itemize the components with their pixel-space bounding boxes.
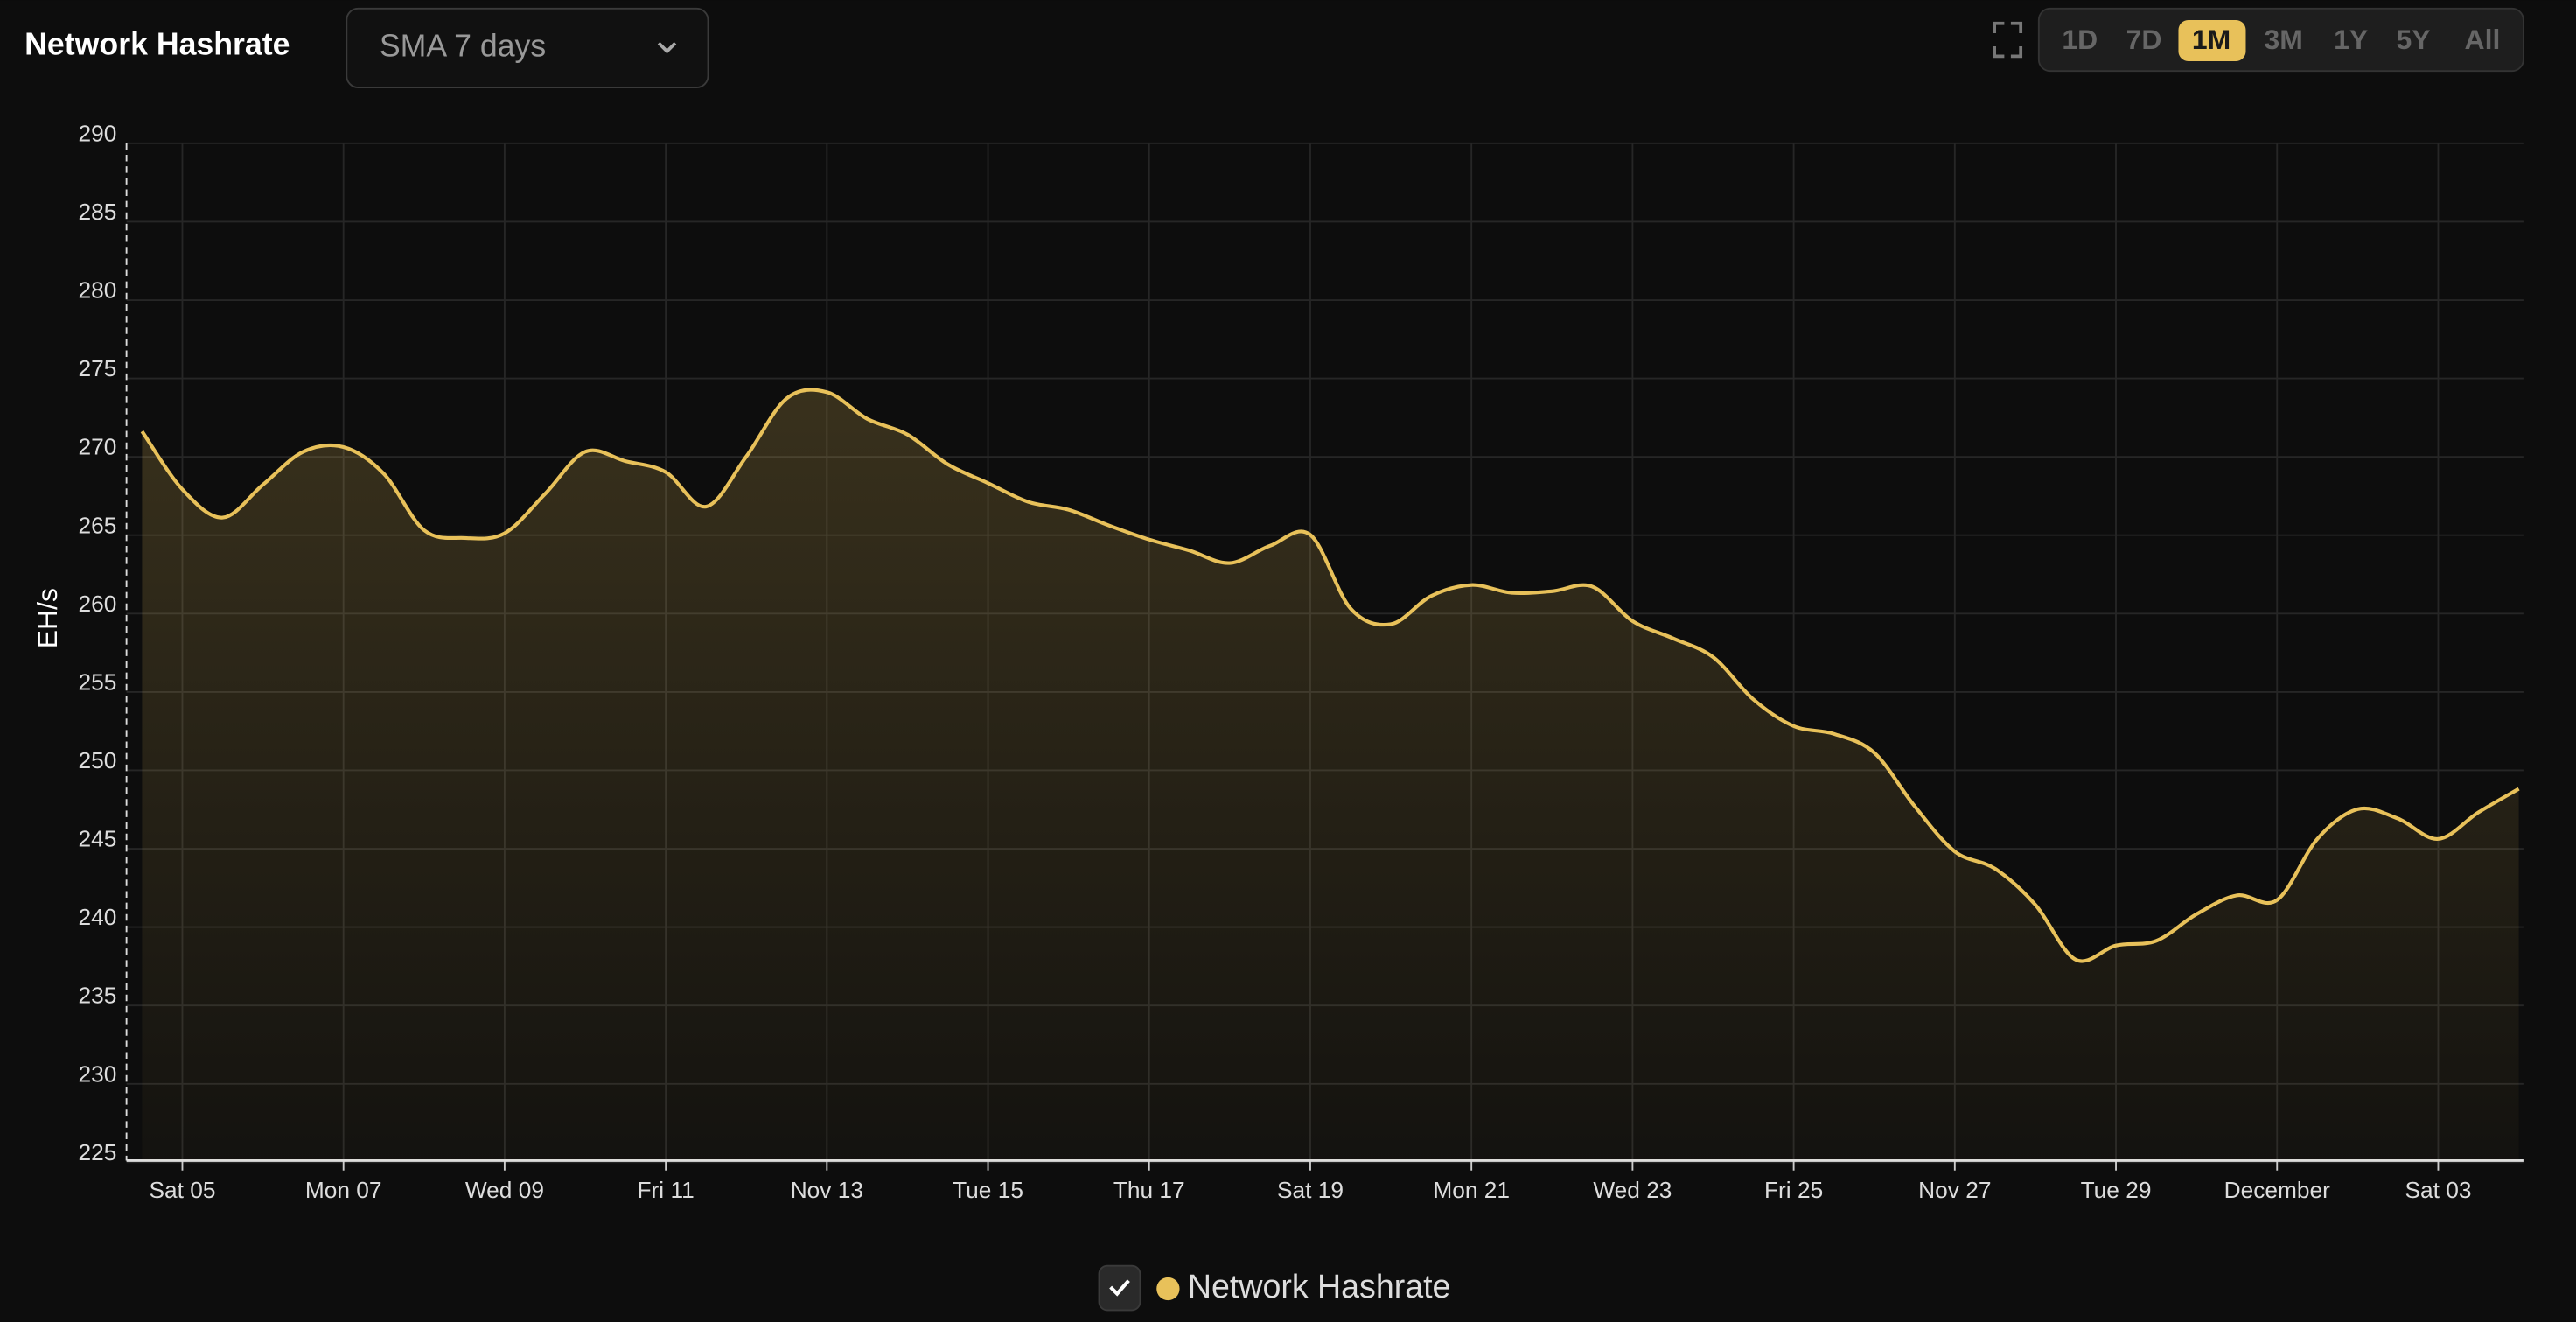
range-button[interactable]: 7D [2126, 24, 2162, 55]
y-tick-label: 225 [78, 1139, 116, 1165]
range-button[interactable]: All [2465, 24, 2501, 55]
smoothing-dropdown[interactable]: SMA 7 days [346, 7, 709, 88]
range-button[interactable]: 3M [2265, 24, 2303, 55]
fullscreen-icon[interactable] [1993, 21, 2023, 59]
legend-check[interactable] [1109, 1279, 1130, 1297]
range-selector [2037, 7, 2524, 73]
dropdown-value[interactable]: SMA 7 days [380, 28, 546, 63]
x-tick-label: Sat 05 [149, 1177, 215, 1203]
dropdown-chevron[interactable] [657, 41, 677, 54]
y-tick-label: 265 [78, 512, 116, 538]
x-tick-label: Fri 25 [1764, 1177, 1823, 1203]
y-tick-label: 230 [78, 1060, 116, 1087]
x-tick-label: Nov 27 [1918, 1177, 1991, 1203]
legend-label[interactable]: Network Hashrate [1188, 1268, 1451, 1305]
x-tick-label: Wed 23 [1593, 1177, 1672, 1203]
area [142, 389, 2519, 1161]
range-button[interactable]: 1M [2192, 24, 2230, 55]
chart-title: Network Hashrate [24, 26, 290, 61]
y-tick-label: 255 [78, 668, 116, 695]
x-tick-label: Mon 07 [305, 1177, 382, 1203]
x-tick-label: Thu 17 [1113, 1177, 1185, 1203]
x-tick-label: Sat 19 [1277, 1177, 1344, 1203]
y-tick-label: 290 [78, 120, 116, 146]
y-tick-label: 275 [78, 355, 116, 381]
x-tick-label: December [2224, 1177, 2330, 1203]
x-tick-label: Fri 11 [638, 1177, 695, 1203]
x-tick-label: Wed 09 [465, 1177, 544, 1203]
legend [1098, 1264, 1141, 1312]
x-tick-label: Tue 29 [2081, 1177, 2152, 1203]
dropdown-box[interactable] [346, 7, 709, 88]
y-tick-label: 260 [78, 591, 116, 617]
range-button-active[interactable] [2178, 20, 2246, 61]
y-tick-label: 270 [78, 434, 116, 460]
x-tick-label: Mon 21 [1433, 1177, 1510, 1203]
y-tick-label: 240 [78, 904, 116, 930]
x-tick-label: Tue 15 [953, 1177, 1023, 1203]
range-button[interactable]: 1D [2062, 24, 2098, 55]
x-tick-label: Nov 13 [791, 1177, 863, 1203]
y-tick-label: 245 [78, 826, 116, 852]
range-button[interactable]: 5Y [2397, 24, 2431, 55]
y-tick-label: 250 [78, 747, 116, 773]
legend-checkbox[interactable] [1098, 1264, 1141, 1312]
y-tick-label: 235 [78, 983, 116, 1009]
y-axis-label: EH/s [31, 588, 63, 648]
line [140, 388, 2520, 963]
y-tick-label: 280 [78, 277, 116, 304]
y-tick-label: 285 [78, 199, 116, 225]
x-tick-label: Sat 03 [2405, 1177, 2471, 1203]
range-button[interactable]: 1Y [2334, 24, 2368, 55]
legend-swatch [1156, 1277, 1180, 1301]
